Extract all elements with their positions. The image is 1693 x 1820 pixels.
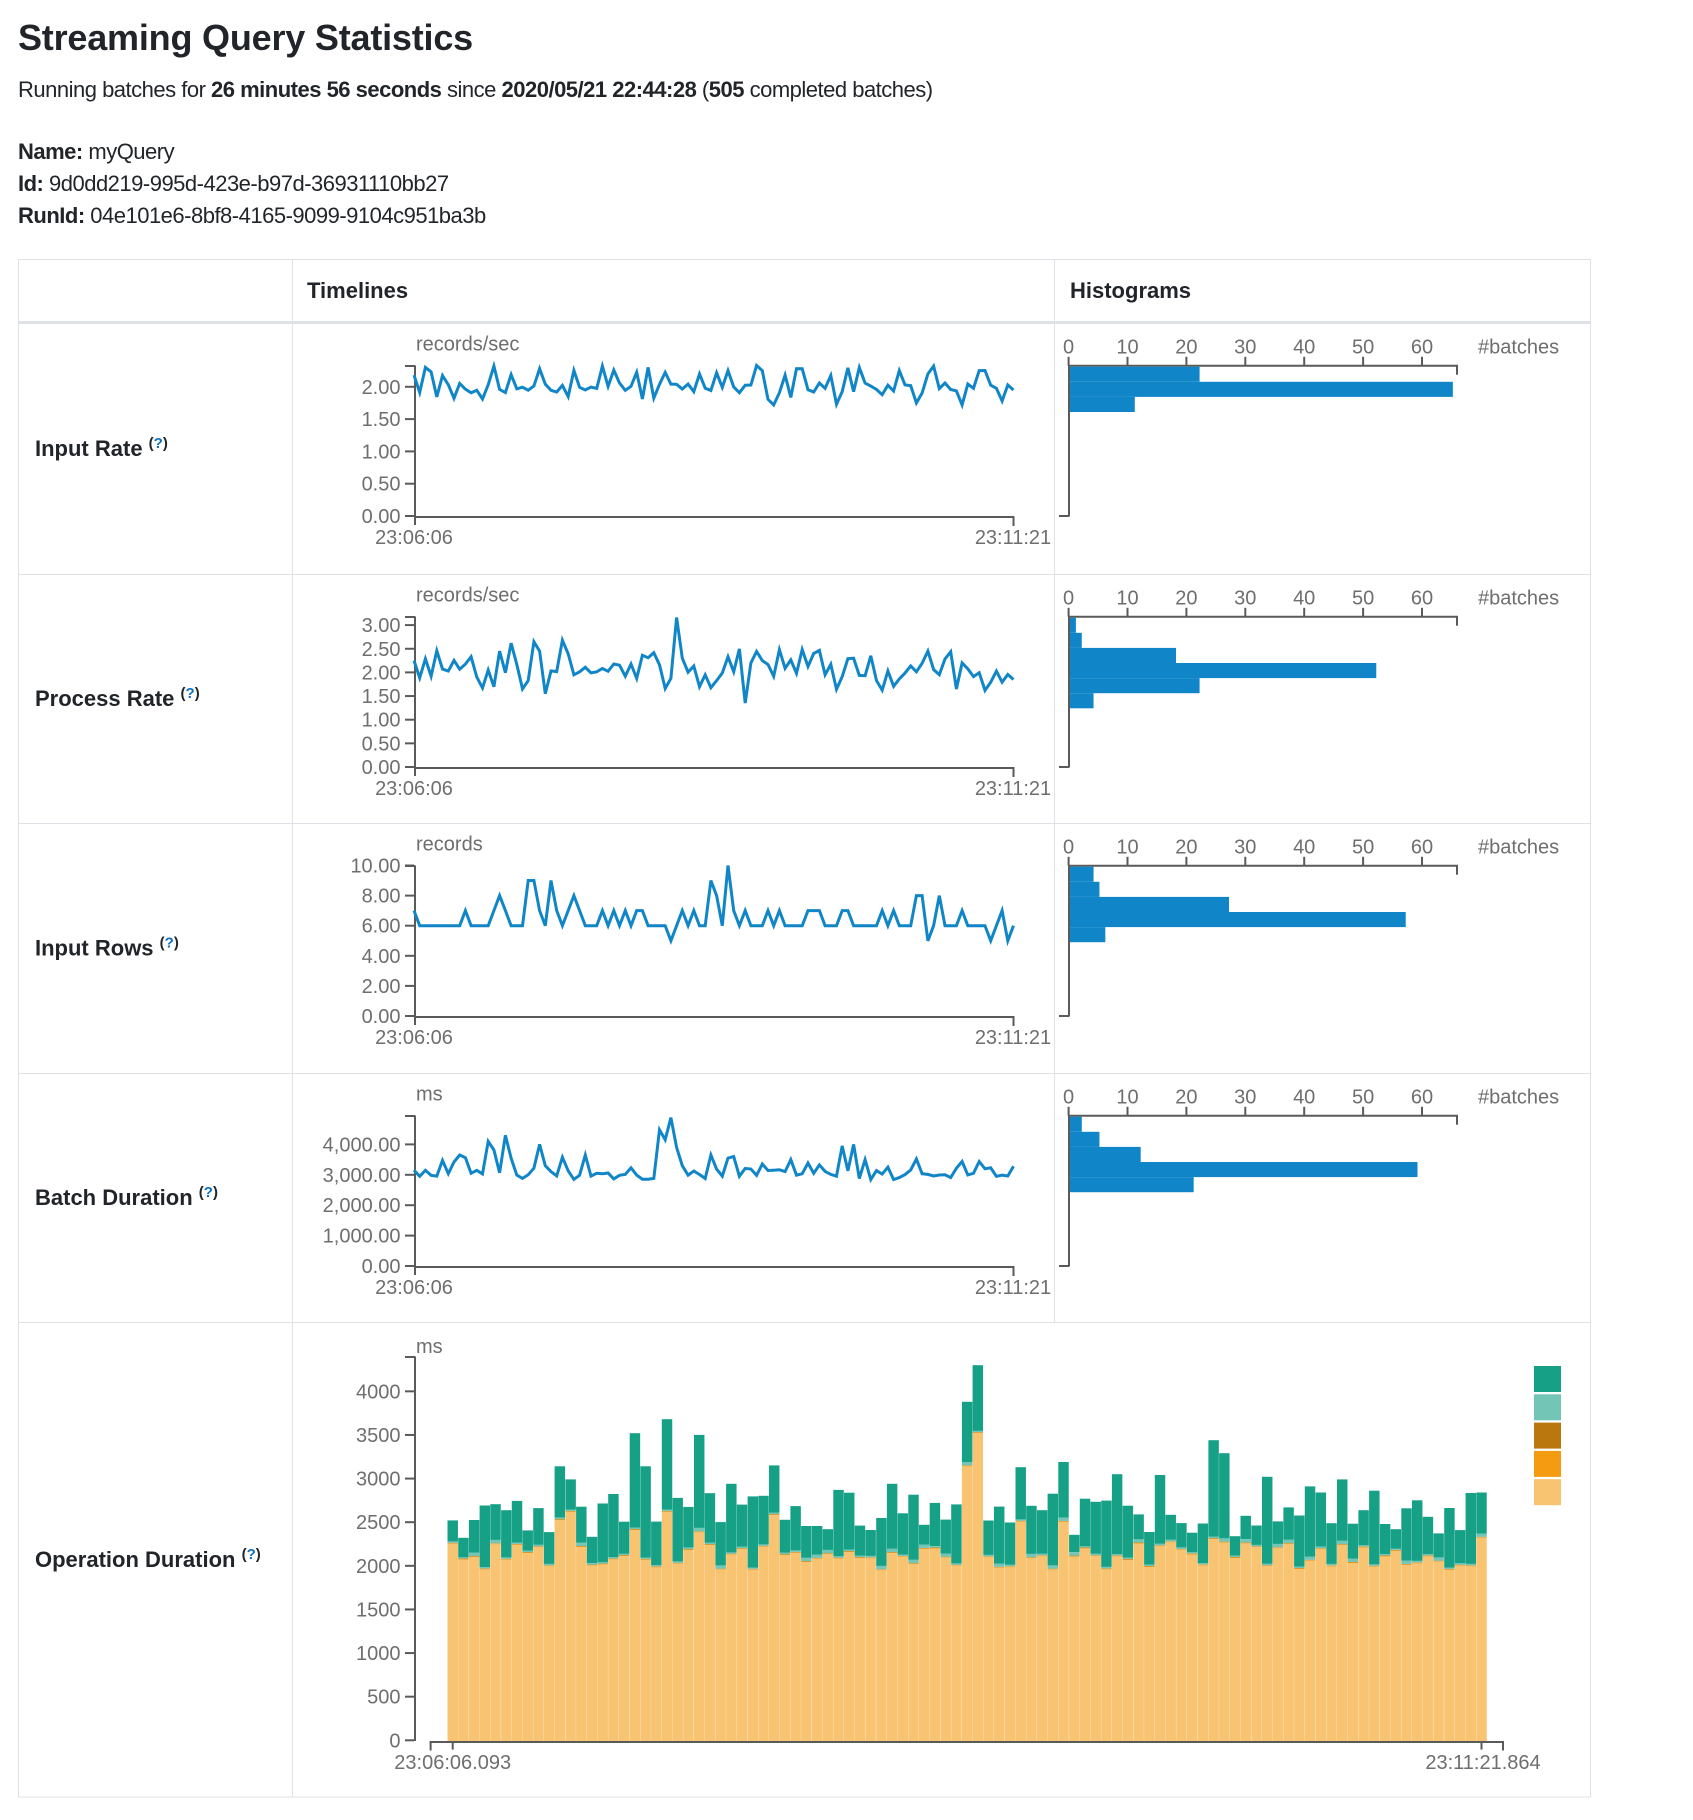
svg-text:50: 50 — [1352, 836, 1374, 858]
svg-text:0: 0 — [1063, 587, 1074, 609]
svg-text:8.00: 8.00 — [362, 886, 401, 908]
svg-text:30: 30 — [1234, 1086, 1256, 1108]
svg-text:60: 60 — [1411, 587, 1433, 609]
svg-text:4,000.00: 4,000.00 — [323, 1134, 401, 1156]
svg-text:0: 0 — [389, 1730, 400, 1752]
svg-text:#batches: #batches — [1478, 587, 1559, 609]
svg-text:ms: ms — [416, 1336, 443, 1358]
svg-text:0: 0 — [1063, 836, 1074, 858]
svg-text:40: 40 — [1293, 1086, 1315, 1108]
svg-text:#batches: #batches — [1478, 1086, 1559, 1108]
svg-text:Input Rows (?): Input Rows (?) — [35, 935, 179, 961]
svg-text:2,000.00: 2,000.00 — [323, 1195, 401, 1217]
svg-text:40: 40 — [1293, 336, 1315, 358]
svg-text:0.00: 0.00 — [362, 757, 401, 779]
svg-text:23:11:21: 23:11:21 — [975, 527, 1051, 549]
svg-text:1.00: 1.00 — [362, 710, 401, 732]
svg-text:0.00: 0.00 — [362, 1006, 401, 1028]
svg-text:2.50: 2.50 — [362, 639, 401, 661]
svg-text:20: 20 — [1175, 587, 1197, 609]
svg-text:50: 50 — [1352, 1086, 1374, 1108]
svg-text:30: 30 — [1234, 836, 1256, 858]
svg-text:23:11:21: 23:11:21 — [975, 1277, 1051, 1299]
svg-text:Process Rate (?): Process Rate (?) — [35, 685, 200, 711]
svg-text:Operation Duration (?): Operation Duration (?) — [35, 1546, 261, 1572]
svg-text:3.00: 3.00 — [362, 615, 401, 637]
svg-text:2.00: 2.00 — [362, 976, 401, 998]
svg-text:2.00: 2.00 — [362, 662, 401, 684]
svg-text:3500: 3500 — [356, 1425, 401, 1447]
svg-text:500: 500 — [367, 1687, 400, 1709]
svg-text:30: 30 — [1234, 336, 1256, 358]
svg-text:0.50: 0.50 — [362, 474, 401, 496]
svg-text:10.00: 10.00 — [350, 856, 400, 878]
svg-text:0.50: 0.50 — [362, 733, 401, 755]
svg-text:#batches: #batches — [1478, 836, 1559, 858]
svg-text:Batch Duration (?): Batch Duration (?) — [35, 1184, 218, 1210]
svg-text:60: 60 — [1411, 336, 1433, 358]
svg-text:1.50: 1.50 — [362, 686, 401, 708]
svg-text:20: 20 — [1175, 336, 1197, 358]
svg-text:records: records — [416, 834, 483, 856]
svg-text:6.00: 6.00 — [362, 916, 401, 938]
svg-text:23:11:21: 23:11:21 — [975, 778, 1051, 800]
svg-text:50: 50 — [1352, 336, 1374, 358]
svg-text:23:06:06: 23:06:06 — [375, 527, 453, 549]
svg-text:1.50: 1.50 — [362, 409, 401, 431]
svg-text:50: 50 — [1352, 587, 1374, 609]
svg-text:0.00: 0.00 — [362, 1256, 401, 1278]
svg-text:10: 10 — [1116, 336, 1138, 358]
svg-text:3000: 3000 — [356, 1469, 401, 1491]
svg-text:30: 30 — [1234, 587, 1256, 609]
svg-text:Histograms: Histograms — [1070, 278, 1191, 303]
svg-text:records/sec: records/sec — [416, 585, 519, 607]
svg-text:2000: 2000 — [356, 1556, 401, 1578]
svg-text:23:11:21: 23:11:21 — [975, 1027, 1051, 1049]
svg-text:3,000.00: 3,000.00 — [323, 1165, 401, 1187]
svg-text:0.00: 0.00 — [362, 506, 401, 528]
svg-text:23:06:06: 23:06:06 — [375, 778, 453, 800]
svg-text:40: 40 — [1293, 587, 1315, 609]
svg-text:1500: 1500 — [356, 1599, 401, 1621]
svg-text:60: 60 — [1411, 1086, 1433, 1108]
svg-text:10: 10 — [1116, 1086, 1138, 1108]
svg-text:#batches: #batches — [1478, 336, 1559, 358]
svg-text:records/sec: records/sec — [416, 334, 519, 356]
svg-text:40: 40 — [1293, 836, 1315, 858]
svg-text:4000: 4000 — [356, 1381, 401, 1403]
svg-text:1,000.00: 1,000.00 — [323, 1226, 401, 1248]
svg-text:Input Rate (?): Input Rate (?) — [35, 435, 168, 461]
svg-text:20: 20 — [1175, 836, 1197, 858]
svg-text:10: 10 — [1116, 587, 1138, 609]
svg-text:23:06:06: 23:06:06 — [375, 1027, 453, 1049]
svg-text:23:06:06: 23:06:06 — [375, 1277, 453, 1299]
svg-text:ms: ms — [416, 1084, 443, 1106]
svg-text:60: 60 — [1411, 836, 1433, 858]
svg-text:10: 10 — [1116, 836, 1138, 858]
svg-text:0: 0 — [1063, 336, 1074, 358]
svg-text:1000: 1000 — [356, 1643, 401, 1665]
svg-text:4.00: 4.00 — [362, 946, 401, 968]
svg-text:23:06:06.093: 23:06:06.093 — [394, 1752, 511, 1774]
svg-text:0: 0 — [1063, 1086, 1074, 1108]
svg-text:Timelines: Timelines — [307, 278, 408, 303]
svg-text:20: 20 — [1175, 1086, 1197, 1108]
svg-text:2.00: 2.00 — [362, 377, 401, 399]
svg-text:2500: 2500 — [356, 1512, 401, 1534]
svg-text:23:11:21.864: 23:11:21.864 — [1425, 1752, 1540, 1774]
svg-text:1.00: 1.00 — [362, 441, 401, 463]
